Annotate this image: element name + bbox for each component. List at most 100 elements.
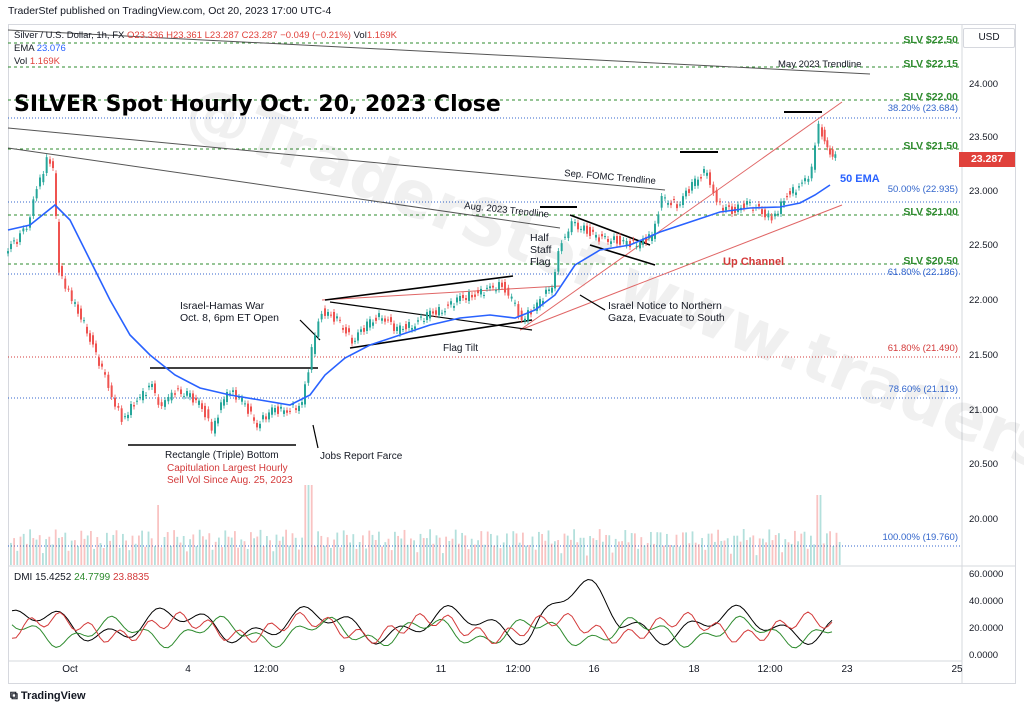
israel-war-label: Israel-Hamas War Oct. 8, 6pm ET Open bbox=[180, 300, 279, 324]
volume-bar bbox=[656, 532, 659, 565]
volume-bar bbox=[45, 539, 47, 565]
israel-war-arrow bbox=[299, 319, 321, 341]
volume-bar bbox=[461, 532, 463, 565]
volume-bar bbox=[192, 534, 195, 565]
volume-bar bbox=[86, 535, 89, 565]
currency-button[interactable]: USD bbox=[963, 28, 1015, 48]
time-tick: 4 bbox=[185, 664, 191, 675]
high-value: H23.361 bbox=[166, 30, 202, 41]
open-value: O23.336 bbox=[126, 30, 164, 41]
vol-value: 1.169K bbox=[366, 30, 397, 41]
candle-body bbox=[767, 213, 770, 218]
volume-bar bbox=[294, 537, 297, 565]
candle-body bbox=[673, 199, 675, 201]
volume-bar bbox=[234, 531, 236, 565]
volume-bar bbox=[458, 543, 460, 565]
volume-bar bbox=[189, 539, 191, 565]
dmi-v3: 23.8835 bbox=[113, 572, 150, 583]
volume-bar bbox=[61, 537, 63, 565]
volume-bar bbox=[288, 545, 291, 565]
volume-bar bbox=[227, 536, 230, 565]
candle-body bbox=[610, 241, 612, 244]
israel-notice-arrow bbox=[579, 294, 606, 311]
candle-body bbox=[333, 312, 335, 322]
volume-bar bbox=[445, 536, 447, 565]
candle-body bbox=[619, 236, 621, 245]
candle-body bbox=[749, 202, 751, 204]
volume-bar bbox=[627, 542, 630, 565]
volume-bar bbox=[739, 541, 742, 565]
volume-bar bbox=[602, 541, 604, 565]
candle-body bbox=[577, 222, 579, 230]
volume-bar bbox=[826, 533, 828, 565]
candle-body bbox=[774, 213, 776, 217]
candle-body bbox=[670, 202, 672, 206]
volume-bar bbox=[90, 530, 92, 565]
candle-body bbox=[834, 154, 837, 158]
volume-bar bbox=[144, 546, 147, 565]
candle-body bbox=[471, 294, 473, 298]
candle-body bbox=[688, 189, 690, 193]
tradingview-logo[interactable]: ⧉ TradingView bbox=[10, 690, 86, 703]
candle-body bbox=[354, 340, 356, 342]
volume-bar bbox=[285, 529, 287, 565]
candle-body bbox=[450, 301, 452, 305]
candle-body bbox=[16, 241, 18, 244]
volume-bar bbox=[592, 538, 595, 565]
volume-bar bbox=[42, 553, 44, 565]
volume-bar bbox=[54, 529, 57, 565]
volume-bar bbox=[586, 555, 588, 565]
candle-body bbox=[613, 236, 615, 240]
candle-body bbox=[117, 405, 120, 408]
dmi-tick: 60.0000 bbox=[969, 569, 1004, 580]
volume-bar bbox=[765, 542, 767, 565]
volume-bar bbox=[662, 545, 665, 565]
price-tick: 23.000 bbox=[969, 186, 999, 197]
candle-body bbox=[357, 332, 359, 341]
volume-bar bbox=[758, 538, 761, 565]
volume-bar bbox=[768, 529, 771, 565]
volume-bar bbox=[707, 533, 710, 565]
candle-body bbox=[307, 372, 310, 383]
volume-bar bbox=[698, 544, 700, 565]
candle-body bbox=[709, 172, 711, 185]
candle-body bbox=[530, 311, 532, 315]
volume-bar bbox=[182, 536, 185, 565]
volume-bar bbox=[630, 533, 633, 565]
candle-body bbox=[336, 316, 338, 319]
volume-bar bbox=[179, 542, 182, 565]
volume-bar bbox=[403, 529, 406, 565]
volume-bar bbox=[522, 532, 524, 565]
slv-level-label: SLV $21.50 bbox=[903, 140, 958, 152]
candle-body bbox=[679, 204, 681, 206]
candle-body bbox=[536, 302, 538, 311]
volume-bar bbox=[762, 538, 764, 565]
half-staff-label: Half Staff Flag bbox=[530, 232, 551, 268]
volume-bar bbox=[560, 553, 563, 565]
candle-body bbox=[25, 228, 28, 230]
volume-bar bbox=[390, 550, 393, 565]
candle-body bbox=[61, 266, 63, 277]
candle-body bbox=[151, 384, 153, 388]
candle-body bbox=[92, 335, 94, 345]
volume-bar bbox=[781, 552, 783, 565]
candle-body bbox=[598, 237, 600, 242]
candle-body bbox=[183, 396, 185, 398]
volume-bar bbox=[666, 533, 668, 565]
candle-body bbox=[304, 384, 306, 405]
volume-bar bbox=[694, 542, 697, 565]
volume-bar bbox=[525, 545, 527, 565]
candle-body bbox=[694, 178, 696, 187]
candle-body bbox=[551, 287, 553, 293]
chart-pane[interactable] bbox=[8, 24, 1016, 684]
candle-body bbox=[207, 409, 210, 419]
volume-bar bbox=[730, 553, 732, 565]
volume-bar bbox=[163, 537, 166, 565]
candle-body bbox=[39, 177, 41, 187]
candle-body bbox=[542, 300, 544, 304]
close-value: C23.287 bbox=[241, 30, 278, 41]
volume-bar bbox=[496, 535, 499, 565]
volume-bar bbox=[310, 485, 313, 565]
volume-bar bbox=[269, 540, 271, 565]
